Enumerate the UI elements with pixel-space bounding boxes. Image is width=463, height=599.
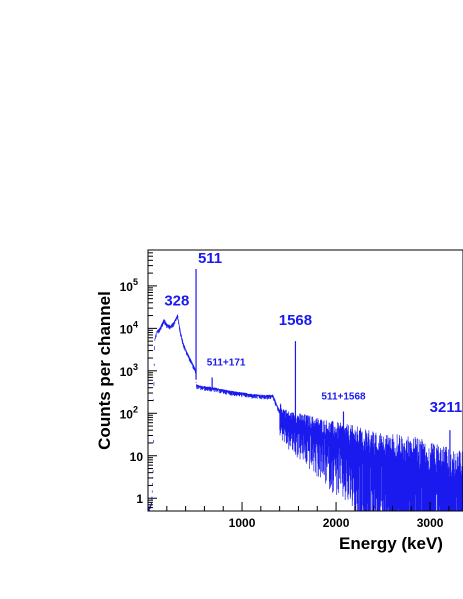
peak-label: 511+171: [207, 357, 246, 368]
peak-label: 511: [198, 250, 222, 267]
peak-label: 1568: [279, 312, 312, 329]
y-axis-title: Counts per channel: [95, 291, 114, 450]
x-axis-title: Energy (keV): [339, 534, 443, 553]
plot-area: [148, 268, 463, 511]
y-tick-label: 1: [136, 492, 143, 506]
y-tick-label: 102: [120, 404, 138, 421]
x-tick-label: 3000: [417, 516, 444, 530]
y-tick-label: 103: [120, 362, 138, 379]
y-tick-label: 10: [130, 450, 144, 464]
axes: 1000 2000 3000 1 10 102 103 104 105: [120, 249, 450, 530]
x-tick-label: 1000: [229, 516, 256, 530]
peak-label: 3211: [430, 399, 463, 416]
peak-annotations: 511 328 511+171 1568 511+1568 3211: [164, 250, 462, 416]
y-tick-label: 105: [120, 277, 138, 294]
y-tick-label: 104: [120, 319, 138, 336]
peak-label: 511+1568: [321, 392, 366, 403]
peak-label: 328: [164, 293, 189, 310]
x-tick-label: 2000: [323, 516, 350, 530]
